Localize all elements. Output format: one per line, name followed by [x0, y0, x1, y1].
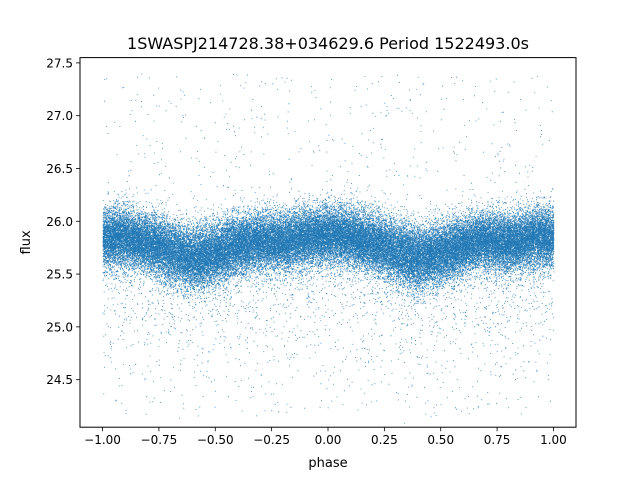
plot-frame	[79, 57, 577, 428]
x-tick-label: −1.00	[84, 433, 121, 447]
y-tick-label: 25.0	[46, 320, 73, 334]
x-tick-label: −0.75	[141, 433, 178, 447]
chart-title: 1SWASPJ214728.38+034629.6 Period 1522493…	[127, 34, 529, 53]
x-axis-label: phase	[308, 456, 347, 471]
y-tick-label: 26.0	[46, 215, 73, 229]
x-tick-label: 0.75	[484, 433, 511, 447]
y-tick-label: 25.5	[46, 268, 73, 282]
x-tick-label: 0.50	[427, 433, 454, 447]
x-tick-label: 0.25	[371, 433, 398, 447]
data-points	[102, 73, 555, 424]
scatter-point-group	[102, 76, 555, 412]
x-tick-label: 0.00	[315, 433, 342, 447]
x-axis-ticks: −1.00 −0.75 −0.50 −0.25 0.00 0.25 0.50 0.75 1.00	[84, 427, 567, 447]
scatter-point-group	[102, 79, 555, 418]
scatter-point-group	[102, 75, 555, 419]
y-axis-label: flux	[19, 230, 34, 254]
y-tick-label: 24.5	[46, 373, 73, 387]
y-axis-ticks: 24.5 25.0 25.5 26.0 26.5 27.0 27.5	[46, 56, 80, 387]
y-tick-label: 26.5	[46, 162, 73, 176]
x-tick-label: −0.50	[197, 433, 234, 447]
scatter-point-group	[102, 76, 555, 412]
y-tick-label: 27.0	[46, 109, 73, 123]
x-tick-label: 1.00	[540, 433, 567, 447]
x-tick-label: −0.25	[253, 433, 290, 447]
y-tick-label: 27.5	[46, 56, 73, 70]
